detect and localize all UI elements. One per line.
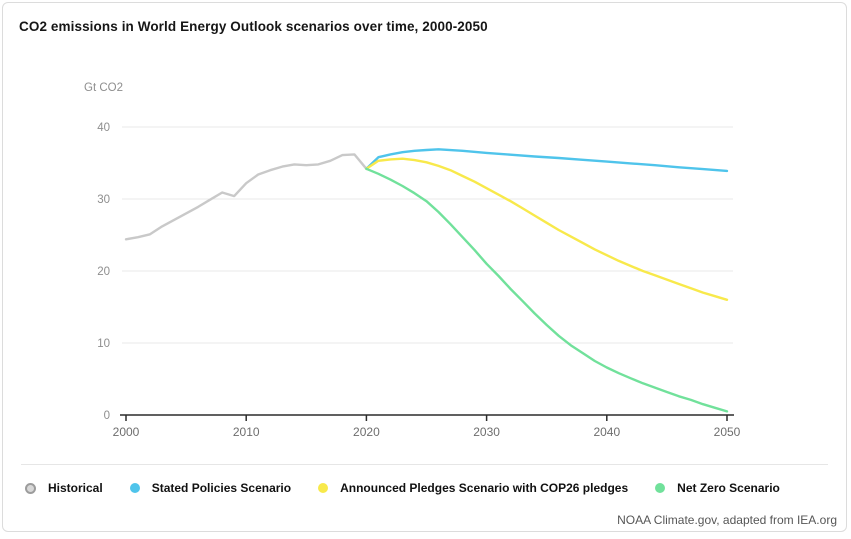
legend-marker-stated-policies-scenario xyxy=(129,483,140,493)
legend-item-net-zero-scenario: Net Zero Scenario xyxy=(655,481,780,495)
x-tick-label-2000: 2000 xyxy=(113,425,140,439)
legend-item-stated-policies-scenario: Stated Policies Scenario xyxy=(129,481,292,495)
legend-marker-historical xyxy=(25,482,36,494)
chart-card: CO2 emissions in World Energy Outlook sc… xyxy=(2,2,847,532)
y-tick-label-0: 0 xyxy=(104,410,110,422)
y-tick-label-10: 10 xyxy=(97,338,110,350)
chart-title: CO2 emissions in World Energy Outlook sc… xyxy=(19,19,488,34)
legend-label: Historical xyxy=(48,481,103,495)
x-tick-label-2040: 2040 xyxy=(593,425,620,439)
y-axis-unit-label: Gt CO2 xyxy=(84,82,123,94)
y-tick-label-20: 20 xyxy=(97,266,110,278)
legend-label: Net Zero Scenario xyxy=(677,481,780,495)
x-tick-label-2050: 2050 xyxy=(714,425,741,439)
x-tick-label-2010: 2010 xyxy=(233,425,260,439)
series-line-historical xyxy=(124,153,368,241)
series-line-announced-pledges-scenario-with-cop26-pledges xyxy=(365,157,729,301)
y-tick-label-30: 30 xyxy=(97,194,110,206)
legend-marker-announced-pledges-scenario-with-cop26-pledges xyxy=(318,483,329,493)
series-line-stated-policies-scenario xyxy=(365,148,729,173)
y-tick-label-40: 40 xyxy=(97,122,110,134)
x-tick-label-2020: 2020 xyxy=(353,425,380,439)
legend-item-announced-pledges-scenario-with-cop26-pledges: Announced Pledges Scenario with COP26 pl… xyxy=(318,481,628,495)
legend-marker-net-zero-scenario xyxy=(655,483,666,493)
source-attribution: NOAA Climate.gov, adapted from IEA.org xyxy=(617,513,837,527)
chart-legend: Historical Stated Policies Scenario Announ… xyxy=(25,481,780,495)
legend-label: Stated Policies Scenario xyxy=(151,481,292,495)
legend-divider xyxy=(21,464,828,465)
x-tick-label-2030: 2030 xyxy=(473,425,500,439)
legend-item-historical: Historical xyxy=(25,481,103,495)
legend-label: Announced Pledges Scenario with COP26 pl… xyxy=(340,481,629,495)
series-line-net-zero-scenario xyxy=(365,167,729,413)
